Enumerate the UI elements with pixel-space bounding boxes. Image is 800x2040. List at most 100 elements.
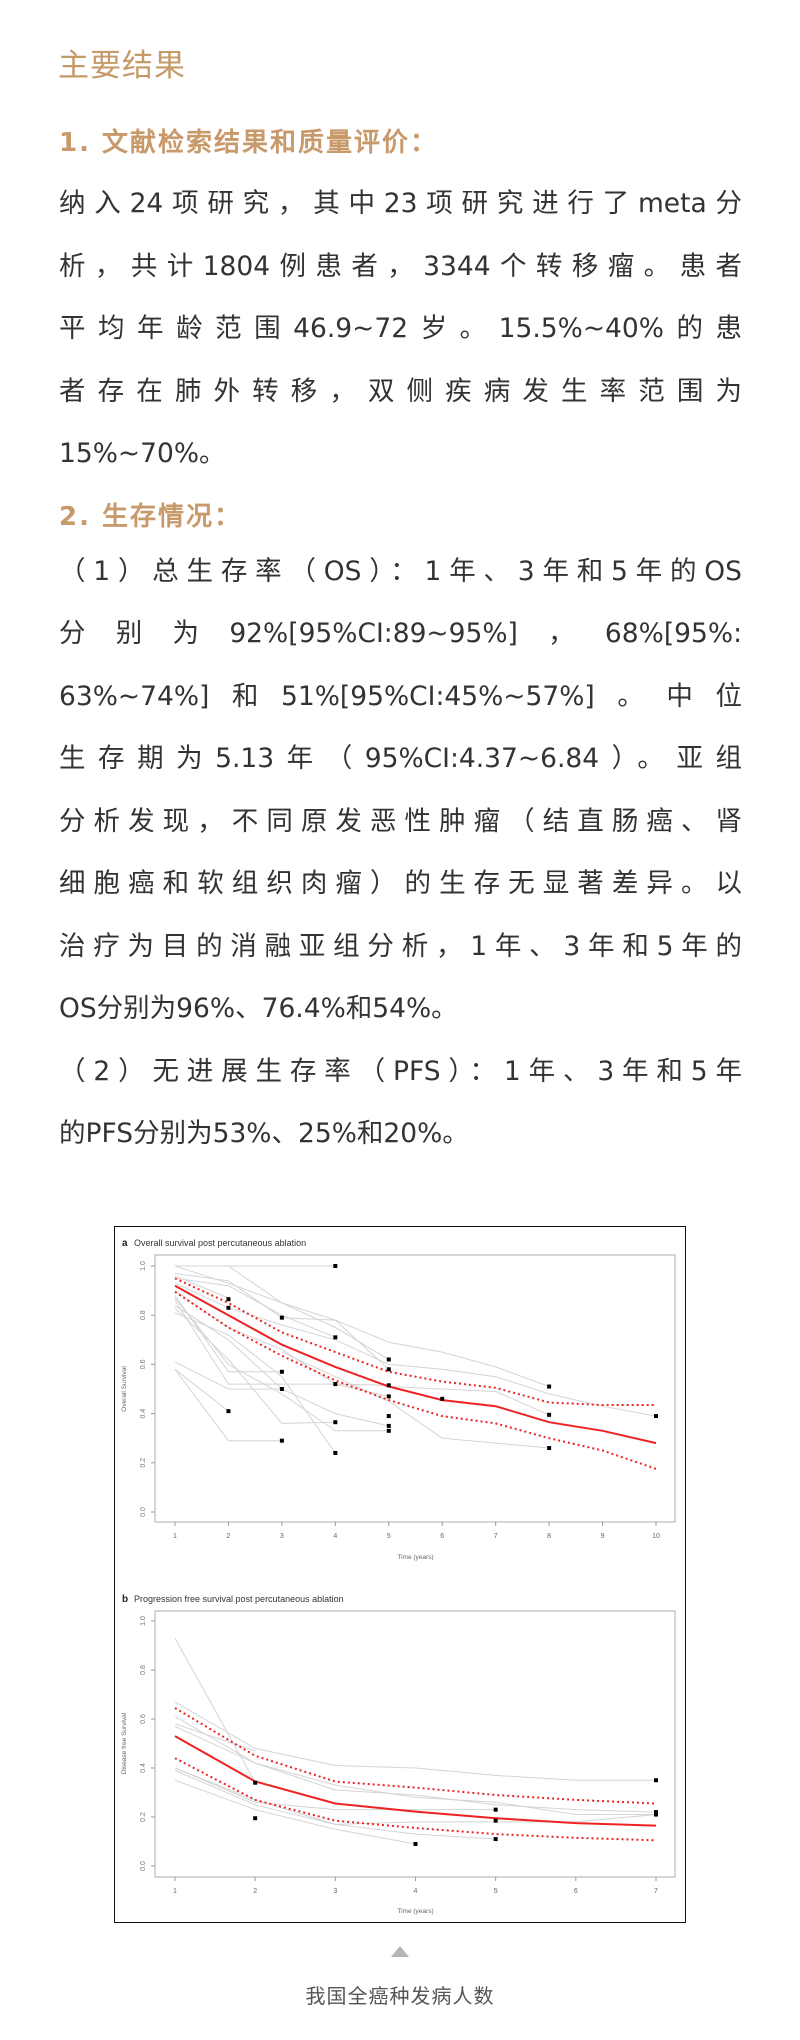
study-line (174, 1701, 656, 1781)
y-tick-label: 0.4 (140, 1763, 147, 1773)
study-point (413, 1841, 418, 1846)
study-point (279, 1369, 284, 1374)
study-point (226, 1297, 231, 1302)
text-line: 纳入24项研究，其中23项研究进行了meta分 (59, 188, 742, 219)
x-tick-label: 7 (494, 1533, 498, 1540)
study-line (174, 1312, 336, 1454)
x-tick-label: 4 (414, 1888, 418, 1895)
y-tick-label: 1.0 (140, 1616, 147, 1626)
study-point (547, 1384, 552, 1389)
x-tick-label: 6 (574, 1888, 578, 1895)
study-line (228, 1265, 550, 1387)
y-tick-label: 1.0 (140, 1261, 147, 1271)
x-tick-label: 5 (387, 1533, 391, 1540)
study-line (174, 1295, 282, 1373)
text-line: OS分别为96%、76.4%和54%。 (59, 993, 458, 1024)
text-line: 细胞癌和软组织肉瘤）的生存无显著差异。以 (59, 868, 742, 899)
text-line: 析，共计1804例患者，3344个转移瘤。患者 (59, 251, 742, 282)
y-axis-label: Overall Survival (121, 1366, 128, 1412)
study-point (279, 1438, 284, 1443)
study-point (386, 1357, 391, 1362)
study-point (654, 1778, 658, 1783)
study-line (174, 1779, 416, 1845)
x-tick-label: 3 (333, 1888, 337, 1895)
x-tick-label: 1 (173, 1533, 177, 1540)
text-line: 者存在肺外转移，双侧疾病发生率范围为 (59, 376, 742, 407)
study-line (174, 1725, 657, 1813)
study-point (333, 1420, 338, 1425)
heading-survival: 2. 生存情况： (59, 502, 243, 532)
study-point (654, 1810, 658, 1815)
survival-figure: a Overall survival post percutaneous abla… (121, 1238, 676, 1915)
study-line (174, 1290, 389, 1397)
section-title: 主要结果 (58, 48, 186, 84)
x-tick-label: 8 (547, 1533, 551, 1540)
x-tick-label: 2 (253, 1888, 257, 1895)
study-point (386, 1414, 391, 1419)
y-tick-label: 0.2 (140, 1812, 147, 1822)
study-line (174, 1770, 657, 1825)
study-point (333, 1450, 338, 1455)
y-tick-label: 0.2 (140, 1458, 147, 1468)
x-tick-label: 4 (333, 1533, 337, 1540)
study-line (174, 1767, 496, 1811)
figure-frame (114, 1226, 686, 1923)
study-line (174, 1767, 496, 1840)
y-tick-label: 0.0 (140, 1507, 147, 1517)
heading-literature-search: 1. 文献检索结果和质量评价： (59, 128, 439, 158)
x-tick-label: 7 (654, 1888, 658, 1895)
text-line: 分析发现，不同原发恶性肿瘤（结直肠癌、肾 (59, 806, 742, 837)
study-point (279, 1315, 284, 1320)
study-point (493, 1818, 498, 1823)
text-line: 生存期为5.13年（95%CI:4.37~6.84）。亚组 (59, 743, 742, 774)
study-point (547, 1446, 552, 1451)
study-line (174, 1723, 256, 1752)
text-line: 15%~70%。 (59, 438, 226, 469)
x-tick-label: 1 (173, 1888, 177, 1895)
y-tick-label: 0.6 (140, 1714, 147, 1724)
x-tick-label: 5 (494, 1888, 498, 1895)
study-point (386, 1394, 391, 1399)
text-line: 治疗为目的消融亚组分析，1年、3年和5年的 (59, 931, 742, 962)
study-point (253, 1816, 258, 1821)
study-point (547, 1412, 552, 1417)
study-point (493, 1837, 498, 1842)
panel-letter: a (122, 1238, 128, 1249)
study-point (279, 1387, 284, 1391)
x-tick-label: 2 (226, 1533, 230, 1540)
study-line (388, 1386, 550, 1416)
panel-a: a Overall survival post percutaneous abla… (121, 1238, 676, 1561)
text-line: （2）无进展生存率（PFS）：1年、3年和5年 (59, 1056, 742, 1087)
ci-upper-line (174, 1277, 656, 1406)
study-line (174, 1307, 336, 1424)
study-point (226, 1409, 231, 1414)
text-line: 平均年龄范围46.9~72岁。15.5%~40%的患 (59, 313, 742, 344)
panel-b: b Progression free survival post percutan… (121, 1594, 676, 1915)
study-point (226, 1305, 231, 1310)
study-point (386, 1367, 391, 1372)
study-point (654, 1414, 658, 1419)
pooled-survival-line (174, 1284, 657, 1445)
study-point (333, 1264, 338, 1268)
panel-title: Progression free survival post percutane… (134, 1594, 344, 1604)
figure-caption: 我国全癌种发病人数 (305, 1984, 495, 2008)
study-line (174, 1277, 336, 1338)
y-tick-label: 0.0 (140, 1861, 147, 1871)
text-line: 63%~74%]和51%[95%CI:45%~57%]。中位 (59, 681, 742, 712)
study-line (174, 1361, 282, 1390)
text-line: 分别为92%[95%CI:89~95%]，68%[95%: (59, 618, 742, 649)
ci-lower-line (174, 1757, 657, 1842)
study-point (253, 1780, 258, 1785)
study-point (440, 1396, 445, 1401)
text-line: （1）总生存率（OS）：1年、3年和5年的OS (59, 556, 742, 587)
study-point (333, 1382, 338, 1387)
y-tick-label: 0.6 (140, 1359, 147, 1369)
study-point (333, 1335, 338, 1340)
study-line (174, 1297, 389, 1432)
y-axis-label: Disease free Survival (121, 1712, 128, 1774)
panel-letter: b (122, 1594, 128, 1605)
y-tick-label: 0.8 (140, 1310, 147, 1320)
panel-title: Overall survival post percutaneous ablat… (134, 1238, 306, 1248)
x-tick-label: 3 (280, 1533, 284, 1540)
x-axis-label: Time (years) (397, 1908, 433, 1915)
